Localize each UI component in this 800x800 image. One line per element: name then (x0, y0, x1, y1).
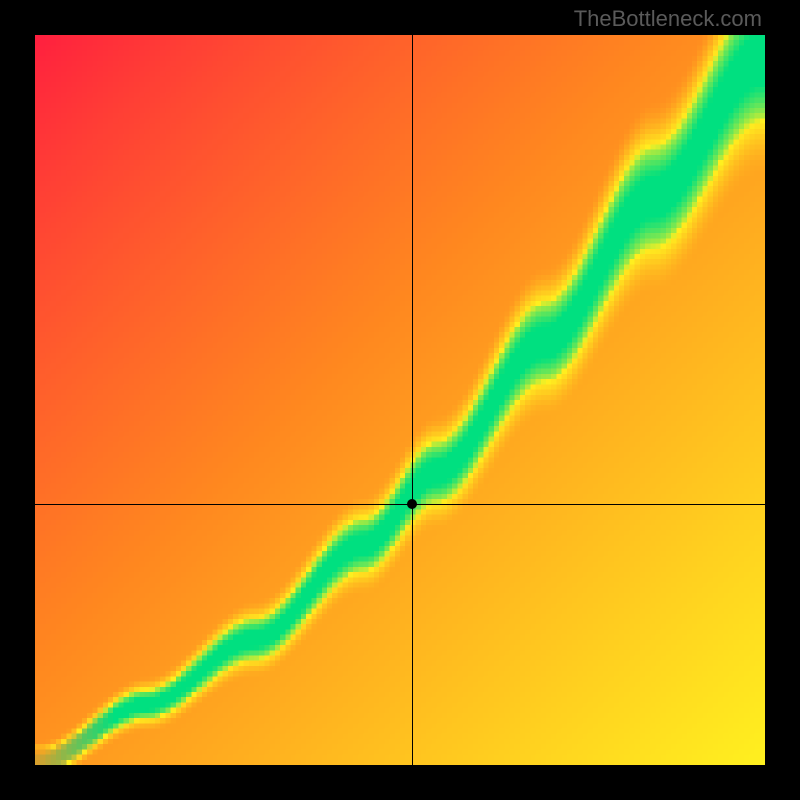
heatmap-canvas (35, 35, 765, 765)
heatmap-plot (35, 35, 765, 765)
crosshair-vertical (412, 35, 413, 765)
watermark-text: TheBottleneck.com (574, 6, 762, 32)
crosshair-horizontal (35, 504, 765, 505)
marker-point (407, 499, 417, 509)
